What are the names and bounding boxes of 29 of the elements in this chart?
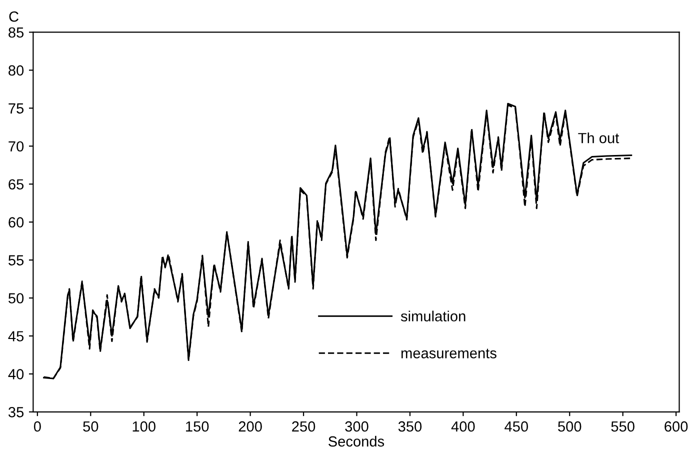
x-tick-label: 0	[34, 421, 41, 432]
x-tick-label: 400	[451, 421, 475, 432]
x-tick-label: 500	[558, 421, 582, 432]
x-tick-label: 300	[345, 421, 368, 432]
y-tick-label: 35	[8, 406, 24, 418]
x-tick-label: 450	[504, 421, 528, 432]
y-tick-label: 70	[8, 141, 24, 152]
x-tick-label: 150	[186, 421, 209, 432]
y-tick-label: 65	[8, 179, 24, 190]
x-tick-label: 250	[292, 421, 316, 432]
y-tick-label: 45	[8, 331, 24, 342]
y-tick-label: 55	[8, 255, 24, 266]
x-axis-title: Seconds	[328, 436, 384, 447]
x-tick-label: 600	[664, 421, 688, 432]
y-tick-label: 80	[8, 65, 24, 76]
y-tick-label: 40	[8, 369, 24, 380]
annotation: Th out	[578, 132, 620, 144]
y-axis-title: C	[9, 11, 18, 22]
x-tick-label: 200	[238, 421, 262, 432]
x-tick-label: 350	[398, 421, 422, 432]
y-tick-label: 60	[8, 217, 24, 228]
legend-label: measurements	[401, 348, 496, 358]
x-tick-label: 100	[132, 421, 156, 432]
y-tick-label: 85	[8, 27, 24, 38]
legend-label: simulation	[400, 310, 466, 322]
y-tick-label: 75	[8, 103, 24, 114]
x-tick-label: 50	[83, 421, 98, 432]
x-tick-label: 550	[611, 421, 634, 432]
y-tick-label: 50	[8, 293, 24, 304]
